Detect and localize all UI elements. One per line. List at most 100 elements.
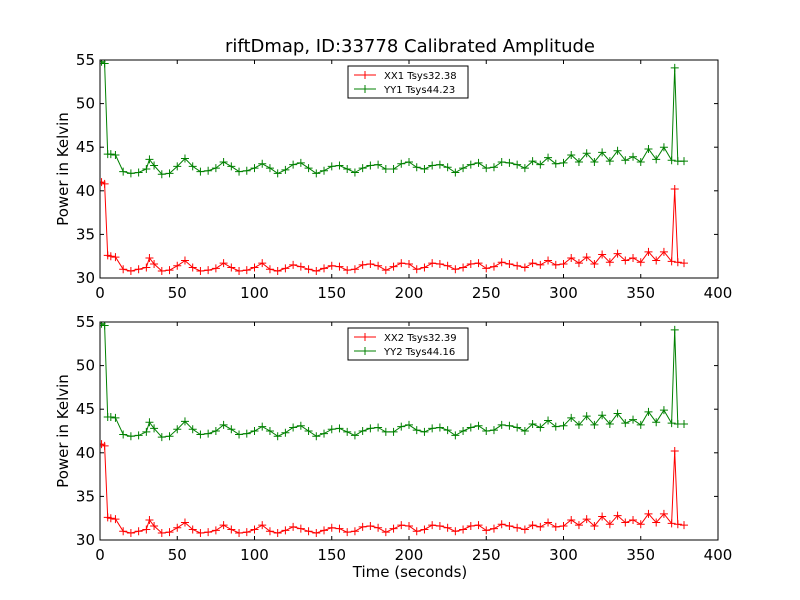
- data-point: [111, 515, 120, 524]
- data-point: [613, 409, 622, 418]
- data-point: [397, 259, 406, 268]
- data-point: [157, 267, 166, 276]
- y-tick-label: 40: [76, 444, 95, 462]
- x-tick-label: 0: [95, 284, 105, 302]
- data-point: [513, 261, 522, 270]
- data-point: [188, 162, 197, 171]
- data-point: [528, 521, 537, 530]
- data-point: [474, 421, 483, 430]
- data-point: [489, 262, 498, 271]
- data-point: [544, 518, 553, 527]
- x-tick-label: 50: [168, 284, 187, 302]
- data-point: [670, 63, 679, 72]
- data-point: [497, 158, 506, 167]
- series-markers-2: [100, 322, 689, 442]
- data-point: [304, 527, 313, 536]
- data-point: [296, 524, 305, 533]
- data-point: [366, 161, 375, 170]
- data-point: [242, 266, 251, 275]
- x-tick-label: 250: [472, 546, 501, 564]
- data-point: [106, 150, 115, 159]
- series-markers-1: [100, 178, 689, 276]
- data-point: [381, 427, 390, 436]
- data-point: [644, 407, 653, 416]
- data-point: [358, 260, 367, 269]
- data-point: [111, 151, 120, 160]
- data-point: [673, 520, 682, 529]
- data-point: [567, 515, 576, 524]
- y-tick-label: 50: [76, 95, 95, 113]
- data-point: [157, 170, 166, 179]
- data-point: [289, 423, 298, 432]
- legend-marker: [361, 85, 369, 93]
- data-point: [258, 422, 267, 431]
- data-point: [281, 428, 290, 437]
- x-tick-label: 100: [240, 284, 269, 302]
- data-point: [126, 169, 135, 178]
- data-point: [204, 429, 213, 438]
- data-point: [258, 259, 267, 268]
- data-point: [134, 265, 143, 274]
- data-point: [590, 158, 599, 167]
- data-point: [582, 149, 591, 158]
- data-point: [320, 166, 329, 175]
- legend-marker: [361, 333, 369, 341]
- data-point: [366, 424, 375, 433]
- data-point: [188, 263, 197, 272]
- data-point: [343, 427, 352, 436]
- data-point: [636, 420, 645, 429]
- data-point: [644, 247, 653, 256]
- data-point: [165, 169, 174, 178]
- y-tick-label: 35: [76, 487, 95, 505]
- data-point: [605, 520, 614, 529]
- data-point: [482, 427, 491, 435]
- data-point: [366, 522, 375, 531]
- data-point: [435, 423, 444, 432]
- data-point: [528, 420, 537, 429]
- data-point: [381, 528, 390, 537]
- data-point: [335, 424, 344, 433]
- y-tick-label: 30: [76, 531, 95, 549]
- data-point: [590, 260, 599, 269]
- data-point: [574, 158, 583, 167]
- data-point: [157, 433, 166, 442]
- data-point: [150, 161, 159, 170]
- legend-marker: [361, 71, 369, 79]
- x-tick-label: 250: [472, 284, 501, 302]
- data-point: [350, 431, 359, 440]
- data-point: [489, 524, 498, 533]
- data-point: [100, 441, 109, 450]
- legend: XX2 Tsys32.39 YY2 Tsys44.16: [347, 327, 469, 361]
- data-point: [196, 167, 205, 176]
- legend-label: XX1 Tsys32.38: [384, 71, 457, 82]
- x-axis-label: Time (seconds): [352, 563, 468, 581]
- data-point: [273, 529, 282, 538]
- data-point: [567, 253, 576, 262]
- data-point: [466, 522, 475, 531]
- data-point: [358, 427, 367, 435]
- data-point: [670, 185, 679, 194]
- data-point: [551, 422, 560, 431]
- data-point: [145, 155, 154, 164]
- data-point: [451, 168, 460, 177]
- x-tick-label: 400: [704, 284, 733, 302]
- data-point: [296, 158, 305, 167]
- data-point: [119, 167, 128, 176]
- data-point: [520, 164, 529, 173]
- data-point: [381, 165, 390, 173]
- data-point: [489, 163, 498, 172]
- data-point: [389, 165, 398, 173]
- data-point: [659, 247, 668, 256]
- data-point: [489, 426, 498, 435]
- data-point: [544, 416, 553, 425]
- data-point: [343, 528, 352, 537]
- data-point: [211, 427, 220, 435]
- data-point: [320, 526, 329, 535]
- legend-label: XX2 Tsys32.39: [384, 333, 457, 344]
- data-point: [435, 522, 444, 531]
- data-point: [397, 521, 406, 530]
- data-point: [420, 525, 429, 534]
- data-point: [196, 267, 205, 276]
- x-tick-label: 300: [549, 284, 578, 302]
- data-point: [180, 154, 189, 163]
